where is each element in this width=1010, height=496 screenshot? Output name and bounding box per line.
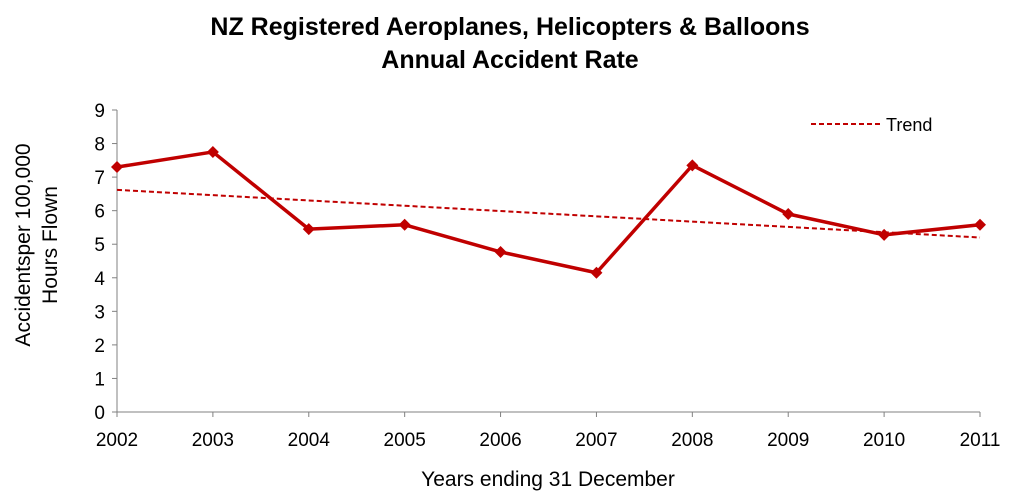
series-group	[111, 145, 986, 279]
x-tick-label: 2006	[479, 430, 521, 451]
data-point-marker	[974, 218, 986, 231]
y-axis-label-line2: Hours Flown	[39, 186, 62, 304]
legend-trend-label: Trend	[886, 115, 932, 135]
y-tick-label: 2	[94, 336, 105, 357]
x-axis-label: Years ending 31 December	[421, 468, 675, 491]
y-tick-label: 4	[94, 269, 105, 290]
x-axis: 2002 2003 2004 2005 2006 2007 2008 2009 2010 2011	[96, 411, 1001, 451]
x-tick-label: 2009	[767, 430, 809, 451]
y-axis-label-line1: Accidentsper 100,000	[12, 143, 35, 346]
x-tick-label: 2007	[575, 430, 617, 451]
y-tick-label: 1	[94, 369, 105, 390]
x-tick-label: 2005	[384, 430, 426, 451]
x-tick-label: 2004	[288, 430, 331, 451]
x-tick-label: 2011	[960, 430, 1001, 451]
chart-title-line1: NZ Registered Aeroplanes, Helicopters & …	[210, 13, 809, 41]
x-tick-label: 2002	[96, 430, 138, 451]
y-tick-label: 6	[94, 202, 105, 223]
data-point-marker	[590, 266, 603, 279]
x-tick-label: 2008	[671, 430, 713, 451]
legend: Trend	[811, 115, 932, 135]
data-point-marker	[302, 223, 315, 236]
data-point-marker	[686, 159, 699, 172]
y-tick-label: 0	[94, 403, 105, 424]
chart-title-line2: Annual Accident Rate	[381, 46, 639, 74]
data-point-marker	[398, 218, 411, 231]
data-point-marker	[878, 228, 891, 241]
x-tick-label: 2003	[192, 430, 234, 451]
x-tick-label: 2010	[863, 430, 905, 451]
data-point-marker	[111, 161, 123, 174]
y-tick-label: 9	[94, 101, 105, 122]
series-line	[116, 150, 981, 275]
data-point-marker	[206, 145, 219, 158]
y-tick-label: 3	[94, 302, 105, 323]
y-tick-label: 5	[94, 235, 105, 256]
y-axis: 0 1 2 3 4 5 6 7 8 9	[94, 101, 118, 424]
y-tick-label: 8	[94, 135, 105, 156]
y-tick-label: 7	[94, 168, 105, 189]
trend-line	[116, 188, 981, 239]
data-point-marker	[782, 208, 795, 221]
data-point-marker	[494, 245, 507, 258]
